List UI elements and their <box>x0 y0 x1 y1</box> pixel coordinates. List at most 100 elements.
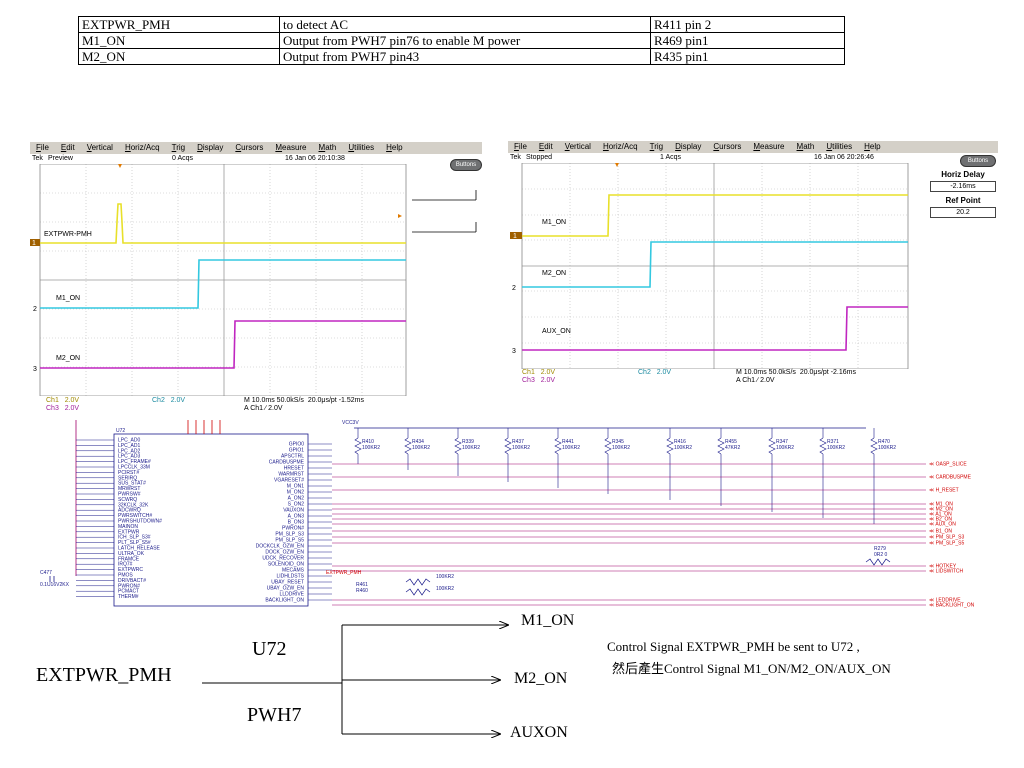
table-cell: R411 pin 2 <box>650 16 845 33</box>
chip-pin-label: PWRSW# <box>118 492 141 498</box>
resistor-ref: R345 <box>612 439 624 445</box>
chip-pin-label: IRQ7# <box>118 562 133 568</box>
chip-pin-label: PWRON# <box>282 526 304 532</box>
footer-ch2-label: Ch2 <box>152 397 165 404</box>
buttons-button[interactable]: Buttons <box>960 155 996 167</box>
menu-item-trig[interactable]: Trig <box>649 142 664 151</box>
resistor-ref: R410 <box>362 439 374 445</box>
menu-item-vertical[interactable]: Vertical <box>564 142 591 151</box>
chip-pin-label: LPC_AD2 <box>118 448 140 454</box>
buttons-button[interactable]: Buttons <box>450 159 482 171</box>
diagram-note-line-2: 然后產生Control Signal M1_ON/M2_ON/AUX_ON <box>612 661 891 676</box>
diagram-note-line-1: Control Signal EXTPWR_PMH be sent to U72… <box>607 639 860 654</box>
net-label: ≪ PM_SLP_S3 <box>929 535 964 541</box>
table-row: EXTPWR_PMH to detect AC R411 pin 2 <box>78 16 845 33</box>
resistor-ref: R455 <box>725 439 737 445</box>
footer-timebase: M 10.0ms 50.0kS/s 20.0μs/pt -2.16ms <box>736 369 856 377</box>
scope-grid <box>40 164 406 396</box>
channel-marker-label: 1 <box>513 233 517 240</box>
menu-item-edit[interactable]: Edit <box>538 142 553 151</box>
chip-pin-label: PWRON# <box>118 583 140 589</box>
net-label: ≪ HOTKEY <box>929 564 957 570</box>
menu-item-display[interactable]: Display <box>675 142 702 151</box>
horiz-delay-field[interactable]: -2.16ms <box>930 181 996 192</box>
footer-ch2: Ch2 2.0V <box>638 369 671 377</box>
table-row: M1_ON Output from PWH7 pin76 to enable M… <box>78 32 845 49</box>
r461-ref: R461 <box>356 582 368 588</box>
resistor-symbol <box>819 437 827 455</box>
chip-pin-label: ULTRA_OK <box>118 551 145 557</box>
chip-pin-label: ICH_SLP_S3# <box>118 535 151 541</box>
diagram-input-label: EXTPWR_PMH <box>36 664 172 686</box>
resistor-ref: R347 <box>776 439 788 445</box>
footer-trigger: A Ch1 ∕ 2.0V <box>244 405 283 412</box>
menu-item-file[interactable]: File <box>514 142 527 151</box>
resistor-symbol <box>666 437 674 455</box>
menu-item-file[interactable]: File <box>36 143 49 152</box>
schematic-excerpt: U72 LPC_AD0LPC_AD1LPC_AD2LPC_AD3LPC_FRAM… <box>40 420 975 608</box>
menu-item-horiz-acq[interactable]: Horiz/Acq <box>124 143 160 152</box>
chip-pin-label: SUS_STAT# <box>118 481 146 487</box>
resistor-symbol <box>604 437 612 455</box>
vcc-label: VCC3V <box>342 420 359 426</box>
chip-pin-label: A_ON2 <box>288 496 305 502</box>
chip-pin-label: WARMRST <box>278 472 304 478</box>
footer-ch3-value: 2.0V <box>540 377 556 384</box>
menu-item-cursors[interactable]: Cursors <box>713 142 742 151</box>
trace-ch1 <box>40 203 406 244</box>
menu-item-display[interactable]: Display <box>197 143 224 152</box>
ref-point-field[interactable]: 20.2 <box>930 207 996 218</box>
resistor-symbol <box>504 437 512 455</box>
trigger-position-icon <box>615 163 619 167</box>
menu-item-cursors[interactable]: Cursors <box>235 143 264 152</box>
menu-item-math[interactable]: Math <box>796 142 815 151</box>
menu-item-utilities[interactable]: Utilities <box>348 143 375 152</box>
scope-left-display: EXTPWR-PMH M1_ON M2_ON 1 2 3 <box>30 164 477 396</box>
table-cell: M1_ON <box>78 32 280 49</box>
chip-u72-body <box>113 433 309 607</box>
r460-ref: R460 <box>356 588 368 594</box>
menu-item-help[interactable]: Help <box>864 142 881 151</box>
net-label: ≪ OASP_SLICE <box>929 462 967 468</box>
trace-ch1 <box>522 194 908 237</box>
net-label: ≪ A1_ON <box>929 512 952 518</box>
r279-symbol <box>865 558 891 566</box>
trace-ch2 <box>522 241 908 288</box>
resistor-ref: R470 <box>878 439 890 445</box>
resistor-value: 100KR2 <box>878 445 896 451</box>
menu-item-help[interactable]: Help <box>386 143 403 152</box>
footer-ch3: Ch3 2.0V <box>46 405 79 413</box>
menu-item-horiz-acq[interactable]: Horiz/Acq <box>602 142 638 151</box>
chip-pin-label: UBAY_RESET <box>271 580 304 586</box>
menu-item-utilities[interactable]: Utilities <box>826 142 853 151</box>
table-row: M2_ON Output from PWH7 pin43 R435 pin1 <box>78 48 845 65</box>
trace-label: M2_ON <box>542 270 566 277</box>
footer-ch2-label: Ch2 <box>638 369 651 376</box>
trigger-position-icon <box>118 164 122 168</box>
pullup-resistors: R410100KR2R434100KR2R339100KR2R437100KR2… <box>354 428 896 524</box>
r461-value: 100KR2 <box>436 574 454 580</box>
table-cell: to detect AC <box>279 16 651 33</box>
chip-pin-label: APSCTRL <box>281 454 304 460</box>
net-label: ≪ M1_ON <box>929 502 953 508</box>
chip-pin-label: S_ON2 <box>288 502 305 508</box>
trace-label: EXTPWR-PMH <box>44 231 92 238</box>
net-label: ≪ B1_ON <box>929 529 952 535</box>
net-label: ≪ CARDBUSPME <box>929 475 972 481</box>
menu-item-math[interactable]: Math <box>318 143 337 152</box>
chip-pin-label: VAUXON <box>283 508 304 514</box>
menu-item-measure[interactable]: Measure <box>753 142 785 151</box>
r461-symbol <box>405 578 431 586</box>
chip-pin-label: DOCKCLK_OZW_EN <box>256 544 305 550</box>
r279-ref: R279 <box>874 546 886 552</box>
net-label: ≪ LEDDRIVE <box>929 598 961 604</box>
menu-item-edit[interactable]: Edit <box>60 143 75 152</box>
timestamp: 16 Jan 06 20:10:38 <box>285 155 345 162</box>
menu-item-trig[interactable]: Trig <box>171 143 186 152</box>
footer-ch2-value: 2.0V <box>656 369 672 376</box>
resistor-value: 100KR2 <box>412 445 430 451</box>
scope-status-bar: Tek Preview 0 Acqs 16 Jan 06 20:10:38 <box>30 154 482 164</box>
menu-bar: File Edit Vertical Horiz/Acq Trig Displa… <box>508 141 998 153</box>
menu-item-vertical[interactable]: Vertical <box>86 143 113 152</box>
menu-item-measure[interactable]: Measure <box>275 143 307 152</box>
